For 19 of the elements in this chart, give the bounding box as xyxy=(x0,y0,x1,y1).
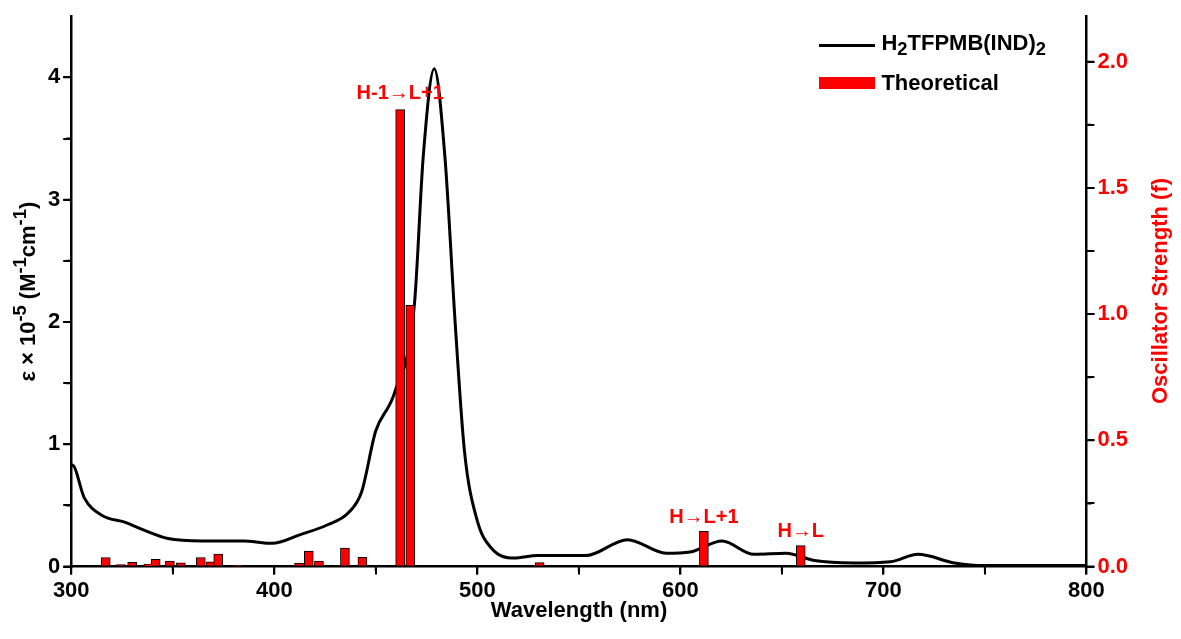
legend-label: Theoretical xyxy=(881,70,999,97)
y2-tick-label: 1.0 xyxy=(1097,300,1129,326)
y-tick-label: 2 xyxy=(47,308,61,334)
y-tick-label: 4 xyxy=(47,63,61,89)
y2-tick-label: 2.0 xyxy=(1097,47,1129,73)
y2-tick-label: 0.5 xyxy=(1097,426,1129,452)
y-tick-label: 0 xyxy=(47,552,61,578)
y2-tick-label: 1.5 xyxy=(1097,173,1129,199)
x-tick-label: 700 xyxy=(865,576,902,602)
x-tick-label: 300 xyxy=(52,576,90,602)
y-tick-label: 3 xyxy=(47,185,61,211)
legend-label: H$_{2}$TFPMB(IND)$_{2}$ xyxy=(881,29,1047,61)
y2-axis-title: Oscillator Strength (f) xyxy=(1147,178,1174,405)
annotation: H→L+1 xyxy=(669,504,739,527)
y2-tick-label: 0.0 xyxy=(1097,552,1129,578)
annotation: H→L xyxy=(777,519,825,542)
x-tick-label: 800 xyxy=(1068,576,1105,602)
y-tick-label: 1 xyxy=(47,430,61,456)
x-tick-label: 400 xyxy=(255,576,293,602)
